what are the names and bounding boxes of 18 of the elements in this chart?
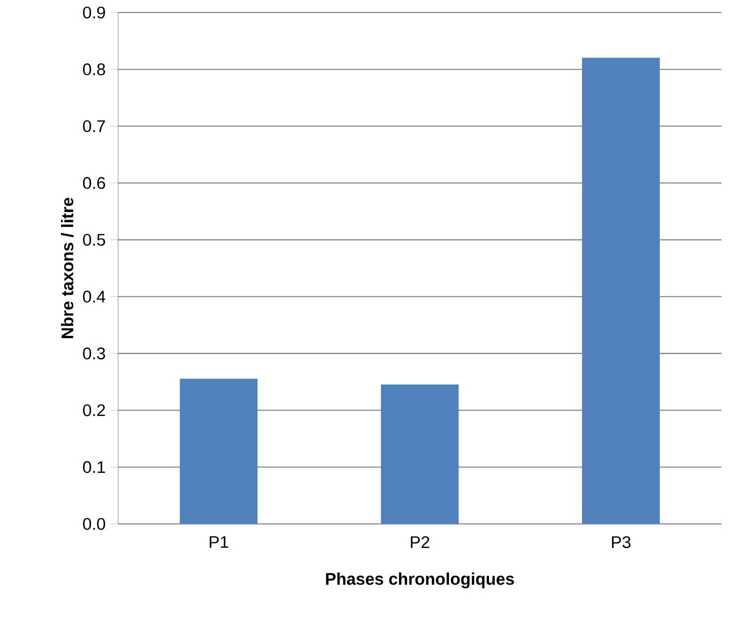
y-axis-title: Nbre taxons / litre (61, 198, 74, 338)
x-axis-title: Phases chronologiques (326, 572, 514, 588)
y-tick-label: 0.4 (83, 290, 106, 303)
x-tick-label: P3 (612, 536, 630, 548)
y-tick-label: 0.3 (83, 348, 106, 360)
x-tick-label: P1 (210, 536, 228, 548)
y-tick-label: 0.1 (83, 461, 105, 474)
y-tick-label: 0.0 (83, 518, 106, 530)
y-tick-label: 0.5 (83, 234, 106, 246)
y-tick-label: 0.2 (83, 404, 105, 416)
bar (180, 378, 258, 524)
y-tick-label: 0.9 (83, 6, 105, 19)
bar (380, 384, 459, 524)
y-tick-label: 0.7 (83, 120, 105, 132)
x-tick-label: P2 (410, 536, 430, 548)
bar (582, 58, 660, 524)
y-tick-label: 0.8 (83, 63, 106, 76)
y-tick-label: 0.6 (83, 177, 106, 189)
